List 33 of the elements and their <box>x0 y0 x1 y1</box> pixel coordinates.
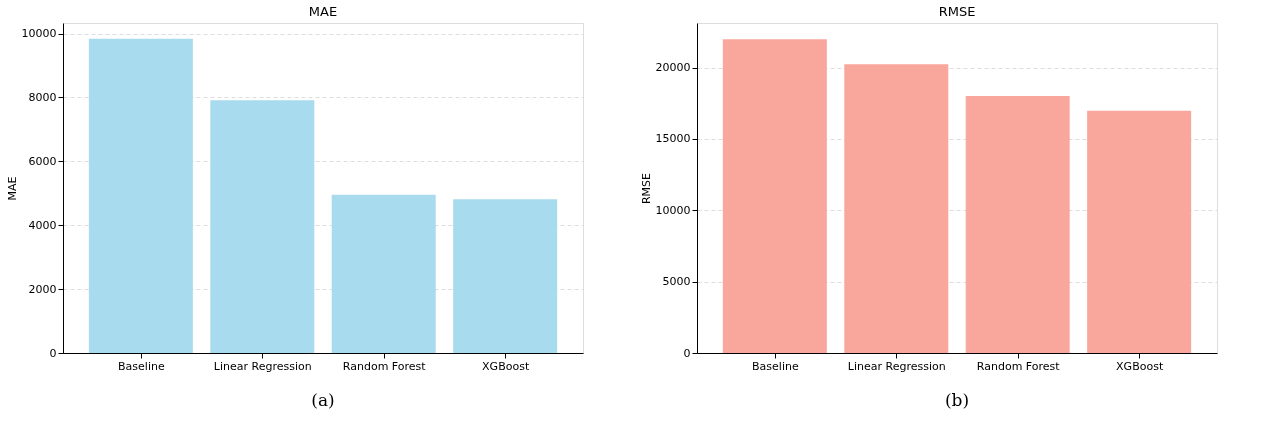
x-tick-label: Baseline <box>752 359 799 373</box>
y-axis-title: MAE <box>5 176 19 201</box>
y-axis-title: RMSE <box>639 172 653 205</box>
y-tick-label: 4000 <box>28 218 57 232</box>
y-tick-label: 6000 <box>28 154 57 168</box>
y-tick-label: 10000 <box>655 203 691 217</box>
bar <box>453 199 558 353</box>
bar <box>331 194 436 353</box>
y-tick-label: 5000 <box>662 275 691 289</box>
bar <box>844 64 949 353</box>
bar <box>1087 110 1192 353</box>
bar <box>88 38 193 353</box>
y-tick-label: 20000 <box>655 61 691 75</box>
chart-title: RMSE <box>938 4 976 19</box>
chart-title: MAE <box>308 4 338 19</box>
x-tick-label: Linear Regression <box>213 359 312 373</box>
text: (b) <box>944 390 970 410</box>
y-tick-label: 0 <box>683 346 691 360</box>
text: (a) <box>311 390 335 410</box>
x-tick-label: XGBoost <box>1116 359 1164 373</box>
y-tick-label: 0 <box>49 346 57 360</box>
bar <box>965 96 1070 353</box>
x-tick-label: XGBoost <box>482 359 530 373</box>
y-tick-label: 10000 <box>21 27 57 41</box>
x-tick-label: Random Forest <box>342 359 427 373</box>
x-tick-label: Random Forest <box>976 359 1061 373</box>
x-tick-label: Baseline <box>118 359 165 373</box>
bar <box>210 100 315 353</box>
y-tick-label: 8000 <box>28 90 57 104</box>
x-tick-label: Linear Regression <box>847 359 946 373</box>
y-tick-label: 15000 <box>655 132 691 146</box>
bar <box>722 39 827 353</box>
y-tick-label: 2000 <box>28 282 57 296</box>
